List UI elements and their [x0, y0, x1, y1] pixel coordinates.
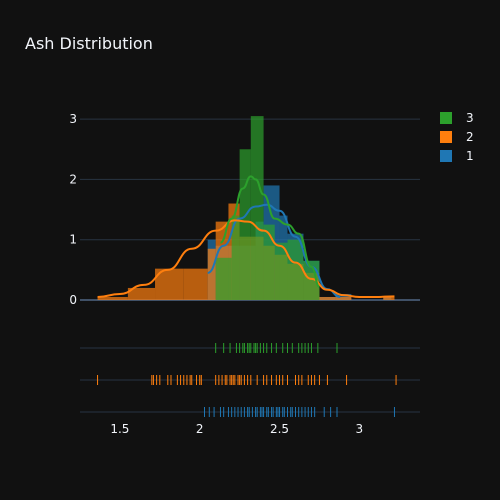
legend-swatch-1 — [440, 149, 452, 162]
kde-curve-series-1 — [207, 203, 341, 298]
histogram-bar-series-2 — [183, 268, 208, 300]
histogram-bar-series-3 — [215, 257, 232, 300]
histogram-bar-series-3 — [287, 239, 304, 300]
x-tick-label: 2.5 — [270, 422, 289, 436]
legend: 3 2 1 — [440, 108, 474, 165]
legend-label-2: 2 — [466, 129, 474, 144]
histogram-bar-series-2 — [127, 287, 156, 300]
x-tick-label: 3 — [356, 422, 364, 436]
legend-swatch-2 — [440, 130, 452, 143]
legend-item-1[interactable]: 1 — [440, 146, 474, 165]
histogram-bar-series-3 — [263, 224, 275, 300]
y-tick-label: 3 — [69, 112, 77, 126]
histogram-bar-series-3 — [239, 149, 251, 300]
legend-item-2[interactable]: 2 — [440, 127, 474, 146]
legend-swatch-3 — [440, 111, 452, 124]
x-tick-label: 1.5 — [110, 422, 129, 436]
y-tick-label: 2 — [69, 172, 77, 186]
kde-curve-series-3 — [219, 175, 320, 288]
x-tick-label: 2 — [196, 422, 204, 436]
legend-label-3: 3 — [466, 110, 474, 125]
kde-curve-series-2 — [97, 219, 395, 298]
histogram-bar-series-2 — [319, 296, 336, 300]
legend-label-1: 1 — [466, 148, 474, 163]
histogram-bar-series-2 — [207, 248, 216, 300]
chart-title: Ash Distribution — [25, 34, 153, 53]
histogram-bar-series-2 — [335, 296, 352, 300]
histogram-bar-series-3 — [274, 242, 288, 300]
histogram-bar-series-2 — [97, 296, 128, 300]
y-tick-label: 1 — [69, 233, 77, 247]
legend-item-3[interactable]: 3 — [440, 108, 474, 127]
histogram-bar-series-2 — [383, 296, 395, 300]
y-tick-label: 0 — [69, 293, 77, 307]
histogram-bar-series-3 — [231, 215, 240, 300]
histogram-bar-series-3 — [250, 116, 264, 301]
